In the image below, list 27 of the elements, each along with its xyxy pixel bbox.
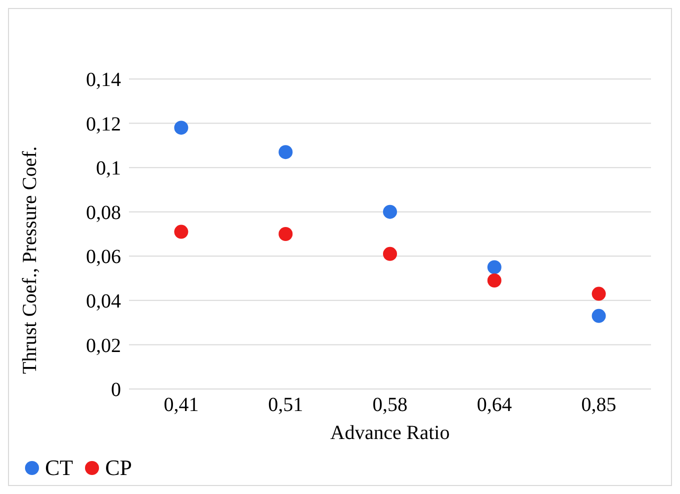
y-tick-label: 0,02 [86, 334, 121, 357]
y-tick-label: 0,1 [96, 158, 121, 180]
point [383, 246, 397, 261]
point [592, 286, 606, 301]
point [174, 120, 188, 135]
point [487, 274, 502, 288]
y-tick-label: 0,14 [86, 69, 121, 92]
point [278, 227, 293, 241]
x-tick-label: 0,58 [372, 394, 408, 416]
point [278, 145, 293, 160]
x-tick-label: 0,85 [581, 394, 616, 416]
y-tick-label: 0,06 [86, 246, 121, 268]
x-tick-label: 0,64 [476, 394, 512, 416]
y-tick-label: 0 [111, 379, 121, 402]
y-tick-label: 0,08 [86, 202, 121, 224]
point [592, 308, 606, 323]
legend-label: CT [44, 455, 74, 481]
point [487, 260, 502, 274]
point [174, 224, 188, 239]
legend-label: CP [104, 455, 132, 481]
y-axis-title: Thrust Coef., Pressure Coef. [19, 146, 42, 374]
x-axis-title: Advance Ratio [330, 422, 450, 444]
y-tick-label: 0,04 [86, 290, 121, 313]
x-tick-label: 0,41 [164, 394, 199, 416]
point [383, 204, 397, 219]
x-tick-label: 0,51 [268, 394, 304, 416]
y-tick-label: 0,12 [86, 113, 121, 136]
